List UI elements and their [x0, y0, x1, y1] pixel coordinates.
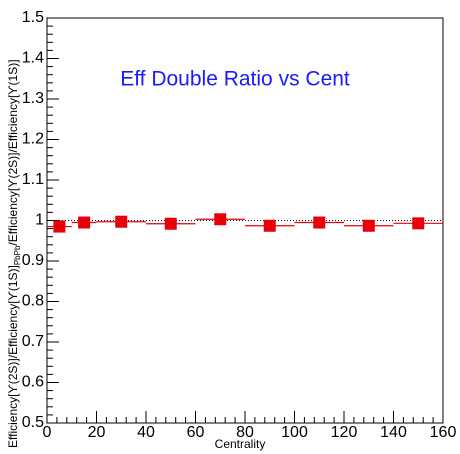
x-tick-label: 60 — [187, 424, 205, 441]
y-label-sub: PbPb — [13, 245, 22, 265]
y-tick-label: 1.3 — [22, 90, 44, 107]
y-tick-label: 1.4 — [22, 50, 44, 67]
y-tick-label: 1 — [35, 212, 44, 229]
y-axis-label: Efficiency[ϒ(2S)]/Efficiency[ϒ(1S)]PbPb/… — [6, 59, 22, 448]
x-tick-label: 100 — [281, 424, 308, 441]
y-tick-label: 0.9 — [22, 252, 44, 269]
point — [214, 213, 227, 226]
x-axis-label: Centrality — [215, 437, 266, 451]
x-tick-label: 20 — [88, 424, 106, 441]
point — [53, 220, 66, 233]
chart-title: Eff Double Ratio vs Cent — [120, 68, 350, 91]
x-tick-label: 0 — [43, 424, 52, 441]
point — [313, 216, 326, 229]
point — [115, 215, 128, 228]
y-tick-label: 0.8 — [22, 293, 44, 310]
y-tick-label: 0.6 — [22, 374, 44, 391]
x-tick-label: 140 — [380, 424, 407, 441]
y-tick-label: 1.5 — [22, 9, 44, 26]
point — [164, 217, 177, 230]
point — [412, 217, 425, 230]
point — [263, 219, 276, 232]
y-tick-label: 0.7 — [22, 333, 44, 350]
x-tick-label: 40 — [137, 424, 155, 441]
y-label-rest: /Efficiency[ϒ(2S)]/Efficiency[ϒ(1S)] — [6, 59, 20, 245]
y-label-main: Efficiency[ϒ(2S)]/Efficiency[ϒ(1S)] — [6, 265, 20, 448]
point — [78, 216, 91, 229]
y-tick-label: 1.2 — [22, 131, 44, 148]
y-tick-label: 0.5 — [22, 414, 44, 431]
y-tick-label: 1.1 — [22, 171, 44, 188]
x-tick-label: 160 — [430, 424, 457, 441]
x-tick-label: 120 — [331, 424, 358, 441]
x-tick-label: 80 — [236, 424, 254, 441]
point — [362, 219, 375, 232]
